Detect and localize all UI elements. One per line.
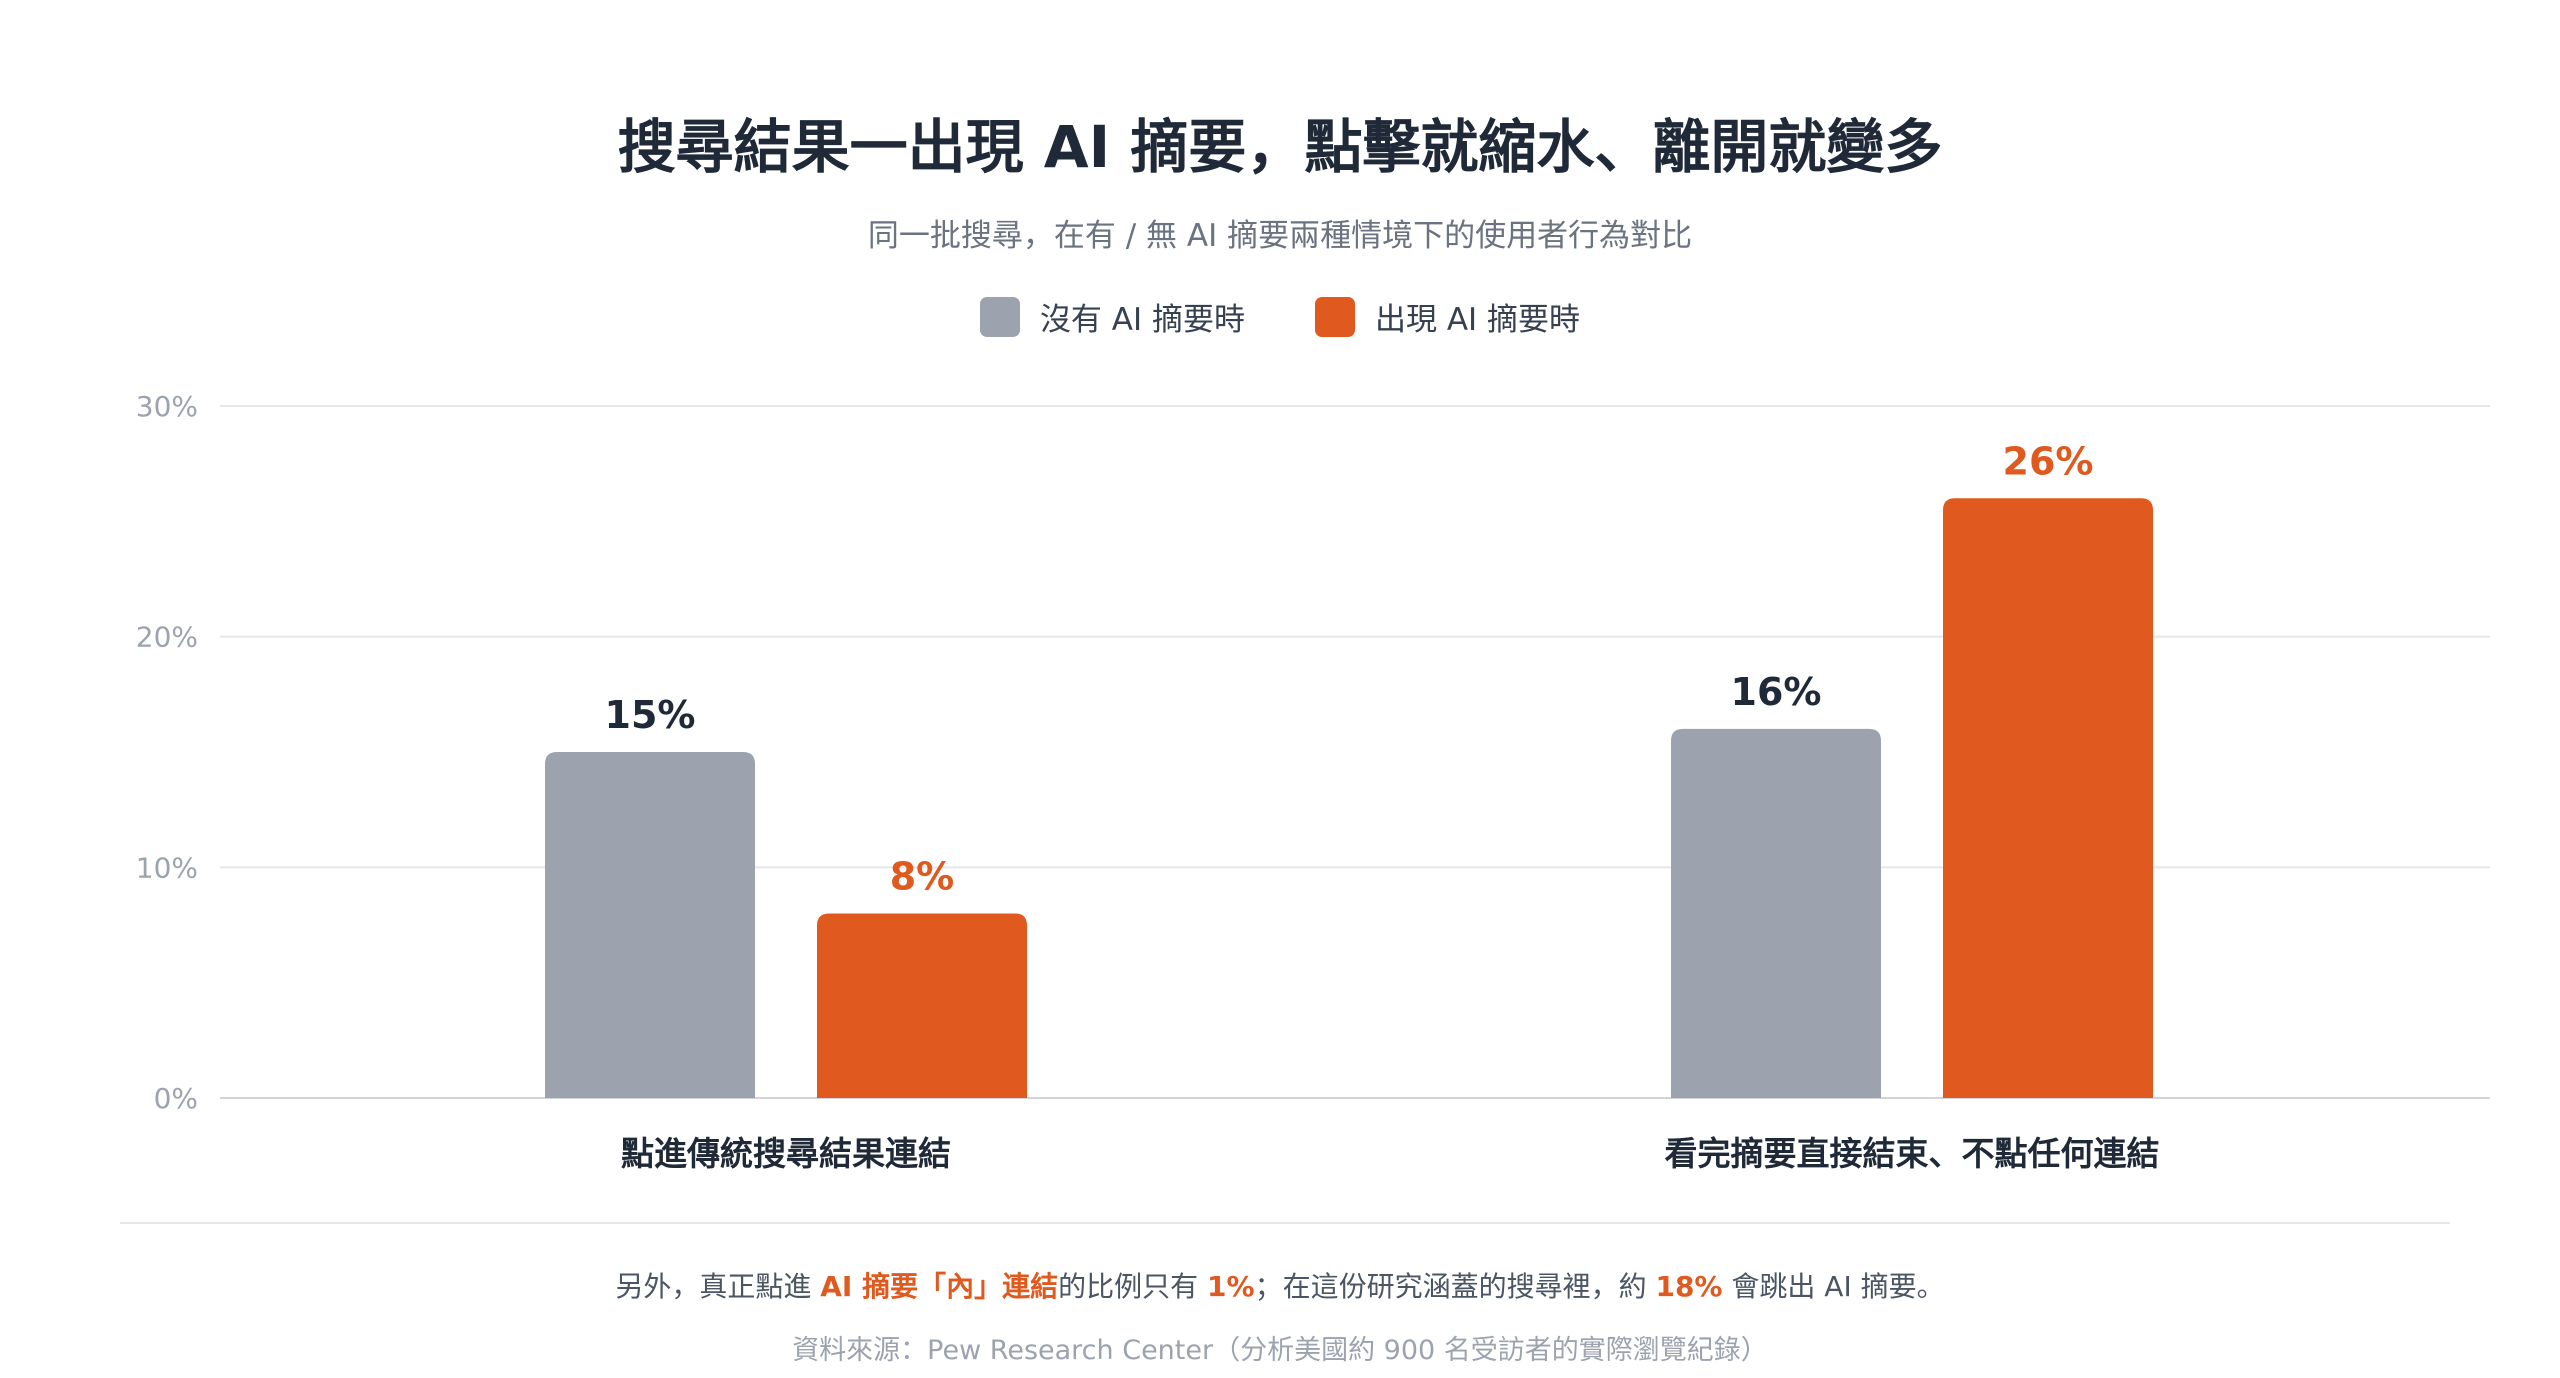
legend-label-without-ai: 沒有 AI 摘要時	[1039, 302, 1245, 338]
y-tick-label: 10%	[136, 851, 198, 884]
footnote-text-2: 的比例只有	[1058, 1270, 1208, 1303]
footnote-text-4: 會跳出 AI 摘要。	[1722, 1270, 1945, 1303]
legend-label-with-ai: 出現 AI 摘要時	[1375, 302, 1581, 338]
data-label: 16%	[1731, 670, 1822, 714]
data-label: 26%	[2003, 439, 2094, 483]
x-category-label: 看完摘要直接結束、不點任何連結	[1665, 1134, 2160, 1173]
legend-swatch-with-ai	[1315, 296, 1355, 337]
chart-subtitle: 同一批搜尋，在有 / 無 AI 摘要兩種情境下的使用者行為對比	[867, 218, 1693, 254]
data-label: 8%	[890, 854, 955, 898]
legend-swatch-without-ai	[979, 296, 1020, 337]
y-tick-label: 0%	[154, 1082, 198, 1115]
bar	[817, 913, 1027, 1098]
chart-title: 搜尋結果一出現 AI 摘要，點擊就縮水、離開就變多	[617, 113, 1943, 181]
bar	[545, 752, 755, 1098]
footnote-text-1: 另外，真正點進	[615, 1270, 821, 1303]
footnote-text-3: ；在這份研究涵蓋的搜尋裡，約	[1254, 1270, 1656, 1303]
legend-item-without-ai: 沒有 AI 摘要時	[979, 294, 1245, 339]
footnote-highlight-ai-links: AI 摘要「內」連結	[820, 1270, 1059, 1303]
x-category-label: 點進傳統搜尋結果連結	[621, 1134, 951, 1173]
bar-chart: 0% 10% 20% 30% 15% 8% 點進傳統搜尋結果連結 16% 26% 看完摘要直接結束…	[136, 390, 2490, 1173]
data-label: 15%	[605, 693, 696, 737]
source-line: 資料來源：Pew Research Center（分析美國約 900 名受訪者的…	[792, 1335, 1768, 1366]
y-tick-label: 30%	[136, 390, 198, 423]
bar	[1671, 728, 1881, 1098]
footnote-highlight-18pct: 18%	[1655, 1270, 1723, 1303]
footnote: 另外，真正點進 AI 摘要「內」連結的比例只有 1%；在這份研究涵蓋的搜尋裡，約…	[0, 1265, 2560, 1305]
y-tick-label: 20%	[136, 621, 198, 654]
footnote-highlight-1pct: 1%	[1207, 1270, 1255, 1303]
legend-item-with-ai: 出現 AI 摘要時	[1315, 294, 1580, 339]
divider	[120, 1222, 2450, 1224]
legend: 沒有 AI 摘要時 出現 AI 摘要時	[0, 294, 2560, 339]
bar	[1943, 498, 2153, 1098]
